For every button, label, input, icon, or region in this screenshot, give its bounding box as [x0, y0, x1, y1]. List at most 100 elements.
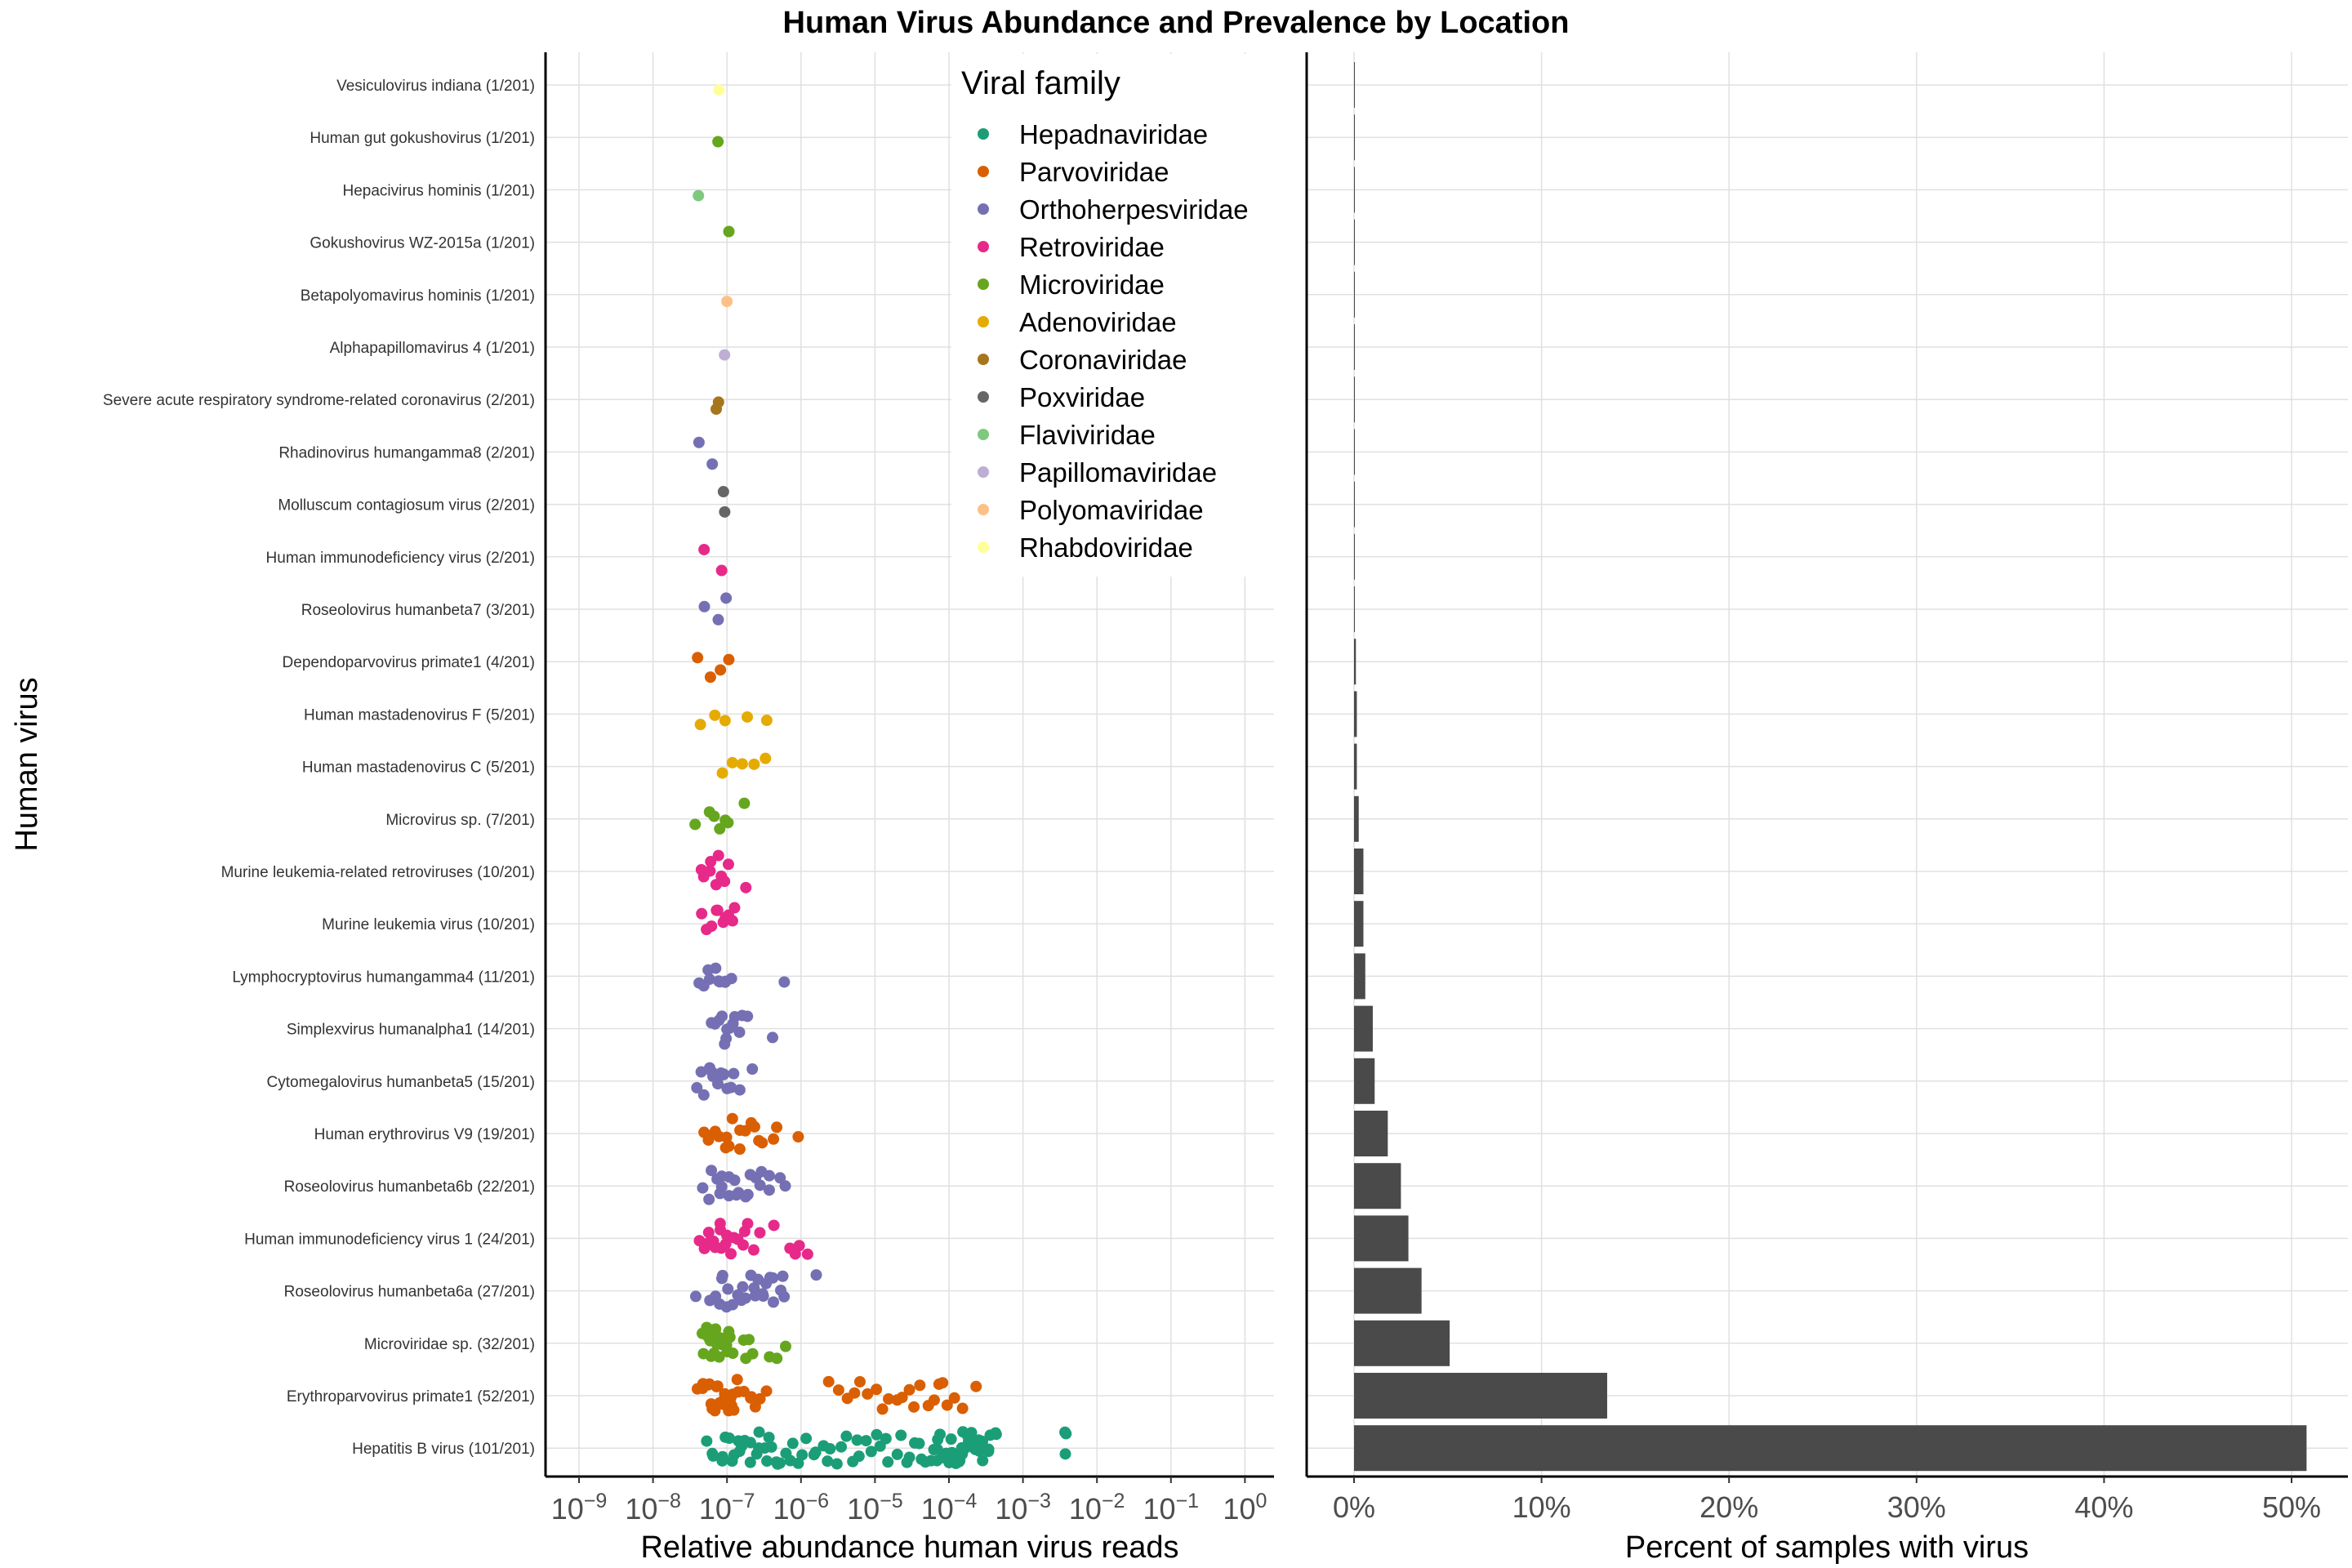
- data-point: [853, 1450, 865, 1463]
- data-point: [711, 1380, 724, 1392]
- data-point: [737, 1281, 749, 1293]
- data-point: [941, 1399, 953, 1411]
- virus-label: Rhadinovirus humangamma8 (2/201): [278, 444, 535, 461]
- data-point: [928, 1394, 940, 1406]
- data-point: [707, 1450, 719, 1462]
- data-point: [720, 592, 733, 604]
- data-point: [754, 1392, 766, 1405]
- data-point: [716, 1450, 728, 1463]
- legend-background: [951, 54, 1274, 577]
- abundance-x-tick-label: 10−8: [625, 1490, 681, 1526]
- data-point: [744, 1456, 756, 1468]
- data-point: [786, 1437, 799, 1450]
- data-point: [720, 1032, 733, 1045]
- data-point: [746, 1348, 759, 1360]
- legend-label: Polyomaviridae: [1019, 495, 1204, 525]
- data-point: [934, 1428, 947, 1441]
- data-point: [774, 1457, 786, 1469]
- data-point: [760, 752, 772, 764]
- data-point: [722, 817, 734, 829]
- abundance-x-tick-label: 10−5: [847, 1490, 903, 1526]
- virus-label: Severe acute respiratory syndrome-relate…: [103, 392, 535, 409]
- data-point: [796, 1449, 808, 1461]
- data-point: [977, 1454, 989, 1467]
- data-point: [736, 758, 748, 770]
- data-point: [871, 1383, 883, 1396]
- prevalence-x-tick-label: 50%: [2262, 1490, 2321, 1524]
- data-point: [738, 797, 751, 809]
- prevalence-bar: [1354, 219, 1355, 265]
- data-point: [706, 458, 719, 470]
- data-point: [880, 1432, 892, 1445]
- legend-label: Microviridae: [1019, 270, 1165, 300]
- prevalence-bar: [1354, 1373, 1607, 1419]
- data-point: [742, 1010, 754, 1022]
- prevalence-bar: [1354, 1058, 1375, 1104]
- data-point: [747, 1244, 760, 1256]
- prevalence-x-tick-label: 40%: [2074, 1490, 2133, 1524]
- data-point: [701, 1435, 713, 1447]
- data-point: [708, 810, 720, 822]
- data-point: [876, 1403, 889, 1415]
- legend-title: Viral family: [961, 65, 1120, 101]
- prevalence-bar: [1354, 1267, 1422, 1314]
- data-point: [771, 1121, 783, 1134]
- data-point: [722, 858, 734, 871]
- data-point: [763, 1169, 775, 1182]
- abundance-x-tick-label: 10−2: [1069, 1490, 1125, 1526]
- virus-label: Hepatitis B virus (101/201): [352, 1441, 535, 1458]
- prevalence-x-tick-label: 10%: [1512, 1490, 1571, 1524]
- virus-label: Simplexvirus humanalpha1 (14/201): [287, 1022, 535, 1039]
- data-point: [860, 1435, 872, 1447]
- data-point: [832, 1384, 844, 1396]
- legend-label: Papillomaviridae: [1019, 457, 1217, 488]
- data-point: [712, 136, 724, 148]
- data-point: [954, 1454, 966, 1467]
- legend-label: Poxviridae: [1019, 382, 1145, 412]
- legend-swatch: [978, 316, 989, 327]
- data-point: [779, 1180, 791, 1192]
- data-point: [768, 1219, 780, 1232]
- data-point: [706, 920, 718, 933]
- data-point: [705, 856, 717, 868]
- data-point: [744, 1437, 756, 1449]
- prevalence-bar: [1354, 1320, 1450, 1366]
- data-point: [965, 1427, 978, 1439]
- virus-label: Murine leukemia-related retroviruses (10…: [221, 864, 535, 881]
- data-point: [908, 1401, 920, 1413]
- virus-label: Human immunodeficiency virus (2/201): [266, 550, 535, 567]
- data-point: [739, 1292, 751, 1304]
- data-point: [757, 1290, 769, 1303]
- data-point: [728, 1067, 740, 1080]
- data-point: [723, 1140, 735, 1152]
- prevalence-bar: [1354, 639, 1356, 685]
- data-point: [725, 1081, 737, 1094]
- data-point: [809, 1446, 822, 1459]
- prevalence-bar: [1354, 743, 1357, 790]
- data-point: [840, 1430, 853, 1442]
- prevalence-bar: [1354, 901, 1364, 947]
- data-point: [715, 1272, 728, 1285]
- data-point: [713, 84, 725, 96]
- prevalence-x-tick-label: 30%: [1887, 1490, 1946, 1524]
- legend-swatch: [978, 466, 989, 478]
- prevalence-bar: [1354, 376, 1355, 423]
- data-point: [712, 1078, 724, 1090]
- data-point: [719, 349, 731, 361]
- data-point: [739, 1125, 751, 1137]
- prevalence-bar: [1354, 481, 1355, 528]
- virus-label: Hepacivirus hominis (1/201): [343, 182, 536, 199]
- data-point: [733, 1143, 746, 1156]
- data-point: [710, 962, 722, 974]
- data-point: [731, 1374, 743, 1386]
- legend-swatch: [978, 354, 989, 365]
- data-point: [763, 1184, 775, 1196]
- data-point: [865, 1446, 877, 1458]
- legend-swatch: [978, 203, 989, 215]
- data-point: [778, 976, 791, 988]
- legend-swatch: [978, 391, 989, 403]
- prevalence-bar: [1354, 586, 1355, 632]
- legend-label: Retroviridae: [1019, 232, 1165, 262]
- data-point: [737, 1239, 749, 1251]
- prevalence-bar: [1354, 533, 1355, 580]
